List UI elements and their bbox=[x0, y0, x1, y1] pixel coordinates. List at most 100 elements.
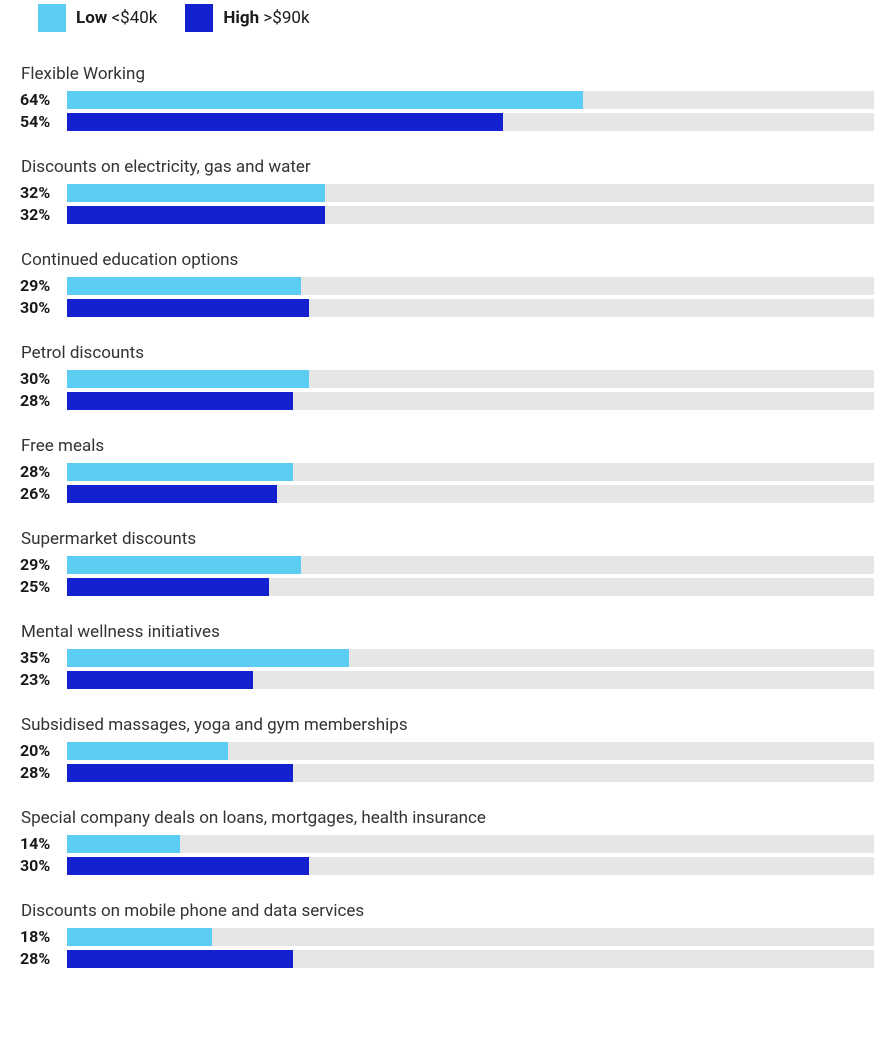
bar-row-low: 64% bbox=[20, 90, 874, 109]
bar-value: 30% bbox=[20, 856, 67, 875]
bar-value: 29% bbox=[20, 555, 67, 574]
bar-fill-low bbox=[67, 649, 349, 667]
bar-fill-high bbox=[67, 764, 293, 782]
bar-track bbox=[67, 649, 874, 667]
bar-value: 29% bbox=[20, 276, 67, 295]
bar-fill-high bbox=[67, 206, 325, 224]
group-title: Flexible Working bbox=[20, 64, 874, 84]
bar-row-high: 32% bbox=[20, 205, 874, 224]
chart-group: Mental wellness initiatives 35% 23% bbox=[20, 622, 874, 689]
bar-track bbox=[67, 113, 874, 131]
bar-row-low: 14% bbox=[20, 834, 874, 853]
bar-value: 25% bbox=[20, 577, 67, 596]
bar-fill-high bbox=[67, 671, 253, 689]
bar-fill-low bbox=[67, 184, 325, 202]
group-title: Subsidised massages, yoga and gym member… bbox=[20, 715, 874, 735]
bar-track bbox=[67, 485, 874, 503]
bar-track bbox=[67, 742, 874, 760]
bar-track bbox=[67, 392, 874, 410]
bar-track bbox=[67, 835, 874, 853]
bar-row-low: 29% bbox=[20, 276, 874, 295]
group-title: Discounts on mobile phone and data servi… bbox=[20, 901, 874, 921]
bar-value: 32% bbox=[20, 183, 67, 202]
bar-track bbox=[67, 857, 874, 875]
group-title: Discounts on electricity, gas and water bbox=[20, 157, 874, 177]
bar-row-high: 30% bbox=[20, 298, 874, 317]
bar-row-high: 28% bbox=[20, 763, 874, 782]
bar-fill-high bbox=[67, 857, 309, 875]
bar-row-high: 30% bbox=[20, 856, 874, 875]
group-title: Mental wellness initiatives bbox=[20, 622, 874, 642]
bar-fill-low bbox=[67, 835, 180, 853]
legend-label-high: High >$90k bbox=[223, 8, 309, 28]
bar-value: 64% bbox=[20, 90, 67, 109]
bar-value: 30% bbox=[20, 298, 67, 317]
bar-value: 14% bbox=[20, 834, 67, 853]
bar-row-low: 35% bbox=[20, 648, 874, 667]
bar-value: 18% bbox=[20, 927, 67, 946]
chart-group: Subsidised massages, yoga and gym member… bbox=[20, 715, 874, 782]
bar-track bbox=[67, 206, 874, 224]
bar-track bbox=[67, 91, 874, 109]
bar-fill-high bbox=[67, 113, 503, 131]
bar-track bbox=[67, 671, 874, 689]
legend-label-low: Low <$40k bbox=[76, 8, 157, 28]
bar-fill-low bbox=[67, 91, 583, 109]
bar-value: 28% bbox=[20, 462, 67, 481]
bar-value: 23% bbox=[20, 670, 67, 689]
bar-value: 54% bbox=[20, 112, 67, 131]
legend-item-high: High >$90k bbox=[185, 4, 309, 32]
bar-row-low: 20% bbox=[20, 741, 874, 760]
bar-row-low: 32% bbox=[20, 183, 874, 202]
chart-group: Free meals 28% 26% bbox=[20, 436, 874, 503]
bar-track bbox=[67, 556, 874, 574]
bar-track bbox=[67, 463, 874, 481]
bar-row-high: 23% bbox=[20, 670, 874, 689]
bar-track bbox=[67, 277, 874, 295]
bar-value: 30% bbox=[20, 369, 67, 388]
bar-value: 35% bbox=[20, 648, 67, 667]
group-title: Special company deals on loans, mortgage… bbox=[20, 808, 874, 828]
bar-track bbox=[67, 184, 874, 202]
bar-fill-high bbox=[67, 578, 269, 596]
group-title: Supermarket discounts bbox=[20, 529, 874, 549]
bar-row-high: 54% bbox=[20, 112, 874, 131]
chart-group: Discounts on electricity, gas and water 3… bbox=[20, 157, 874, 224]
bar-track bbox=[67, 950, 874, 968]
bar-track bbox=[67, 299, 874, 317]
bar-row-low: 18% bbox=[20, 927, 874, 946]
bar-fill-low bbox=[67, 277, 301, 295]
chart-group: Discounts on mobile phone and data servi… bbox=[20, 901, 874, 968]
bar-fill-high bbox=[67, 485, 277, 503]
bar-value: 20% bbox=[20, 741, 67, 760]
bar-value: 28% bbox=[20, 949, 67, 968]
chart-group: Continued education options 29% 30% bbox=[20, 250, 874, 317]
bar-track bbox=[67, 928, 874, 946]
bar-track bbox=[67, 764, 874, 782]
group-title: Continued education options bbox=[20, 250, 874, 270]
group-title: Free meals bbox=[20, 436, 874, 456]
bar-fill-low bbox=[67, 928, 212, 946]
bar-row-high: 28% bbox=[20, 391, 874, 410]
bar-fill-low bbox=[67, 556, 301, 574]
chart-group: Flexible Working 64% 54% bbox=[20, 64, 874, 131]
bar-fill-high bbox=[67, 392, 293, 410]
bar-chart: Flexible Working 64% 54% Discounts on elect… bbox=[20, 64, 874, 968]
bar-value: 28% bbox=[20, 763, 67, 782]
chart-group: Supermarket discounts 29% 25% bbox=[20, 529, 874, 596]
legend-swatch-low bbox=[38, 4, 66, 32]
chart-group: Petrol discounts 30% 28% bbox=[20, 343, 874, 410]
group-title: Petrol discounts bbox=[20, 343, 874, 363]
legend-swatch-high bbox=[185, 4, 213, 32]
bar-value: 32% bbox=[20, 205, 67, 224]
bar-track bbox=[67, 578, 874, 596]
bar-value: 26% bbox=[20, 484, 67, 503]
bar-track bbox=[67, 370, 874, 388]
bar-row-high: 28% bbox=[20, 949, 874, 968]
bar-row-high: 25% bbox=[20, 577, 874, 596]
bar-fill-high bbox=[67, 299, 309, 317]
bar-row-low: 30% bbox=[20, 369, 874, 388]
bar-row-low: 28% bbox=[20, 462, 874, 481]
chart-legend: Low <$40k High >$90k bbox=[20, 4, 874, 32]
bar-row-low: 29% bbox=[20, 555, 874, 574]
